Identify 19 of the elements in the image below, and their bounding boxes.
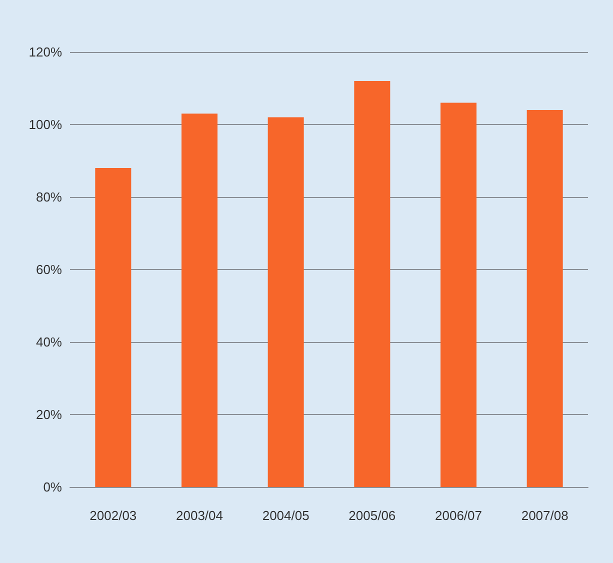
x-tick-label: 2007/08: [521, 508, 568, 523]
x-tick-label: 2005/06: [348, 508, 396, 523]
x-tick-label: 2006/07: [435, 508, 482, 523]
bar: [526, 110, 563, 487]
bar: [354, 81, 390, 487]
bar: [440, 102, 476, 487]
x-tick-label: 2004/05: [262, 508, 310, 523]
y-tick-label: 0%: [43, 480, 62, 494]
bar: [95, 168, 132, 487]
x-tick-label: 2003/04: [176, 508, 223, 523]
x-tick-label: 2002/03: [90, 508, 137, 523]
y-tick-label: 120%: [28, 44, 62, 60]
bar: [268, 117, 304, 487]
y-tick-label: 20%: [36, 407, 62, 422]
bar: [182, 114, 218, 487]
y-tick-label: 40%: [36, 334, 62, 350]
y-tick-label: 80%: [36, 190, 62, 204]
y-tick-label: 100%: [28, 117, 62, 132]
y-tick-label: 60%: [36, 262, 62, 277]
